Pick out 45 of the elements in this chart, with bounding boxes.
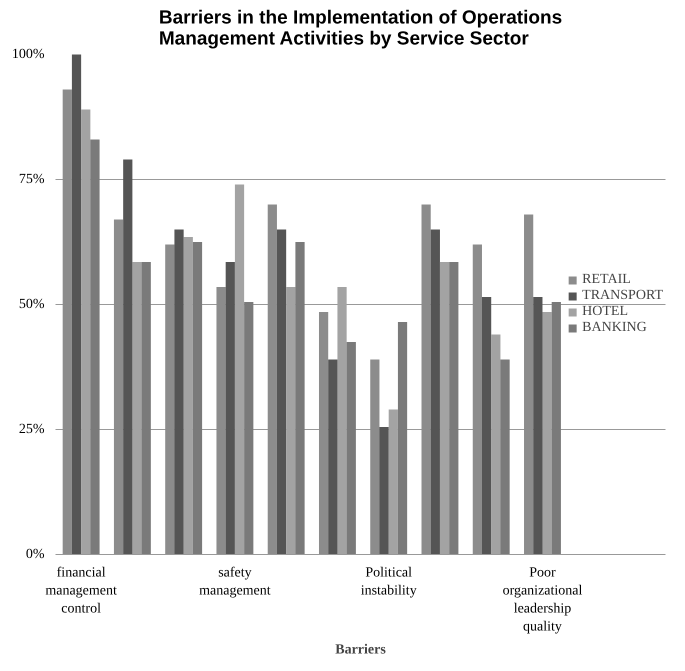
bar — [398, 322, 408, 554]
bar — [268, 204, 277, 554]
bar — [430, 230, 440, 554]
legend-label: TRANSPORT — [582, 288, 663, 304]
legend-label: RETAIL — [582, 272, 631, 288]
bar — [524, 214, 534, 554]
x-tick-label: Political instability — [360, 566, 417, 598]
y-tick-label: 75% — [18, 172, 45, 187]
bar — [472, 244, 482, 554]
bar — [174, 230, 184, 554]
y-tick-label: 50% — [18, 297, 45, 312]
x-tick-label: safety management — [199, 566, 271, 598]
bar — [276, 230, 286, 554]
chart-title: Barriers in the Implementation of Operations Management Activities by Service Sector — [158, 8, 562, 50]
bar — [216, 287, 226, 554]
x-tick-label: financial management control — [45, 566, 118, 616]
bar — [422, 204, 431, 554]
legend-label: HOTEL — [582, 304, 628, 320]
bar — [62, 90, 72, 554]
bar — [90, 140, 100, 554]
legend-label: BANKING — [582, 320, 647, 336]
bar — [165, 244, 174, 554]
y-tick-label: 25% — [18, 422, 45, 437]
x-tick-label: Poor organizational leadership quality — [502, 566, 582, 634]
bar — [226, 262, 235, 554]
bar — [346, 342, 356, 554]
y-tick-label: 0% — [26, 547, 45, 562]
bar — [370, 360, 380, 554]
bar — [318, 312, 328, 554]
bar — [244, 302, 254, 554]
bar — [295, 242, 305, 554]
bar — [500, 360, 510, 554]
bar — [449, 262, 458, 554]
y-tick-label: 100% — [12, 47, 45, 62]
bar — [142, 262, 151, 554]
bar — [192, 242, 202, 554]
bar — [533, 297, 542, 554]
bar — [482, 297, 492, 554]
x-axis-title: Barriers — [335, 642, 386, 658]
bar — [123, 160, 132, 554]
bar — [114, 220, 124, 554]
bar — [328, 360, 338, 554]
bar — [379, 427, 389, 554]
bar — [552, 302, 561, 554]
bar — [72, 54, 82, 554]
